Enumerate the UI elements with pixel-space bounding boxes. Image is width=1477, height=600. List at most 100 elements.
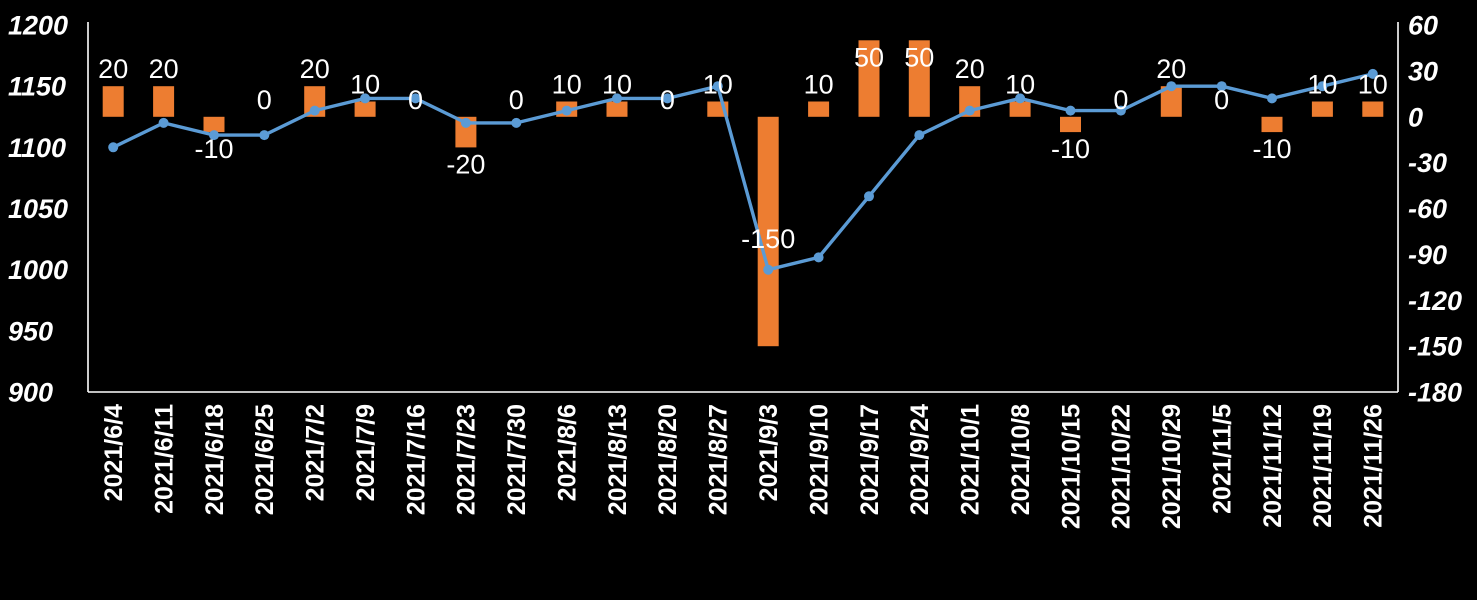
line-marker	[309, 105, 320, 116]
x-axis-label: 2021/8/20	[654, 404, 682, 515]
left-axis-tick-label: 1200	[8, 10, 68, 40]
line-marker	[209, 130, 219, 141]
x-axis-label: 2021/9/17	[856, 404, 884, 515]
line-marker	[1065, 105, 1076, 116]
line-marker	[108, 142, 119, 153]
bar-value-label: 20	[98, 54, 128, 84]
right-axis-tick-label: -90	[1408, 240, 1447, 270]
right-axis-tick-label: 0	[1408, 102, 1423, 132]
line-marker	[763, 264, 774, 275]
left-axis-tick-label: 1100	[8, 133, 66, 163]
bar	[203, 116, 225, 133]
bar	[1362, 101, 1384, 117]
x-axis-label: 2021/7/23	[453, 404, 481, 515]
right-axis-tick-label: 30	[1408, 56, 1438, 86]
right-axis-tick-label: -180	[1408, 377, 1462, 407]
x-axis-label: 2021/11/19	[1309, 404, 1337, 528]
bar-value-label: 20	[149, 54, 179, 84]
line-marker	[460, 117, 471, 128]
bar-value-label: 0	[257, 85, 272, 115]
right-axis-tick-label: -120	[1408, 286, 1462, 316]
x-axis-label: 2021/10/29	[1158, 404, 1186, 529]
right-axis-tick-label: -30	[1408, 148, 1447, 178]
bar-value-label: 10	[1005, 70, 1035, 100]
line-marker	[712, 81, 723, 92]
bar-value-label: -10	[1252, 134, 1291, 164]
x-axis-label: 2021/7/2	[301, 404, 329, 501]
line-marker	[1216, 81, 1227, 92]
x-axis-label: 2021/10/1	[956, 404, 984, 515]
line-marker	[259, 130, 270, 141]
left-axis-tick-label: 900	[8, 377, 53, 407]
left-axis-tick-label: 1000	[8, 255, 68, 285]
bar-value-label: 10	[552, 70, 582, 100]
bar-value-label: 10	[350, 70, 380, 100]
line-marker	[511, 117, 522, 128]
bar-value-label: 10	[602, 70, 632, 100]
x-axis-label: 2021/8/6	[553, 404, 581, 501]
line-marker	[360, 93, 371, 104]
line-marker	[662, 93, 673, 104]
x-axis-label: 2021/6/4	[100, 404, 128, 501]
line-marker	[1267, 93, 1277, 104]
line-marker	[864, 191, 874, 202]
bar	[1009, 101, 1031, 117]
left-axis-tick-label: 950	[8, 316, 53, 346]
bar	[858, 40, 880, 117]
bar-value-label: 20	[955, 54, 985, 84]
bar-value-label: 20	[300, 54, 330, 84]
bar-value-label: 50	[854, 42, 884, 72]
line-marker	[813, 252, 824, 263]
line-marker	[1115, 105, 1126, 116]
x-axis-label: 2021/8/27	[705, 404, 733, 515]
bar-value-label: 10	[1358, 70, 1388, 100]
left-axis-tick-label: 1150	[8, 72, 66, 102]
x-axis-label: 2021/7/30	[503, 404, 531, 515]
bar	[757, 116, 779, 347]
line-series	[112, 72, 1374, 272]
line-marker	[612, 93, 622, 104]
bar	[1311, 101, 1333, 117]
x-axis-label: 2021/6/18	[201, 404, 229, 515]
bar-value-label: 0	[660, 85, 675, 115]
right-axis-tick-label: -60	[1408, 194, 1447, 224]
line-marker	[561, 105, 572, 116]
x-axis-label: 2021/9/10	[805, 404, 833, 515]
x-axis-label: 2021/10/22	[1108, 404, 1136, 529]
bar-value-label: 0	[408, 85, 423, 115]
x-axis-label: 2021/9/24	[906, 404, 934, 515]
bar-value-label: -10	[1051, 134, 1090, 164]
bar-value-label: 10	[1307, 70, 1337, 100]
bar	[1261, 116, 1283, 133]
x-axis-label: 2021/7/16	[402, 404, 430, 515]
x-axis-label: 2021/11/12	[1259, 404, 1287, 528]
bar-value-label: 10	[703, 70, 733, 100]
line-marker	[964, 105, 975, 116]
line-marker	[914, 130, 925, 141]
bar	[908, 40, 930, 117]
line-marker	[1367, 68, 1378, 79]
x-axis-label: 2021/10/8	[1007, 404, 1035, 515]
bar-value-label: -150	[741, 224, 795, 254]
line-marker	[1015, 93, 1026, 104]
line-marker	[1317, 81, 1328, 92]
x-axis-label: 2021/7/9	[352, 404, 380, 501]
bar-value-label: 0	[1214, 85, 1229, 115]
x-axis-label: 2021/9/3	[755, 404, 783, 501]
x-axis-label: 2021/6/11	[150, 404, 178, 514]
bar-value-label: -20	[446, 149, 485, 179]
bar-value-label: 50	[904, 42, 934, 72]
left-axis-tick-label: 1050	[8, 194, 68, 224]
x-axis-label: 2021/8/13	[604, 404, 632, 515]
bar-value-label: 0	[1113, 85, 1128, 115]
bar	[1160, 86, 1182, 117]
bar-value-label: 10	[804, 70, 834, 100]
bar-value-label: 20	[1156, 54, 1186, 84]
bar	[153, 86, 175, 117]
bar-value-label: -10	[194, 134, 233, 164]
bar-value-label: 0	[509, 85, 524, 115]
x-axis-label: 2021/11/5	[1208, 404, 1236, 514]
x-axis-label: 2021/6/25	[251, 404, 279, 515]
right-axis-tick-label: 60	[1408, 10, 1438, 40]
